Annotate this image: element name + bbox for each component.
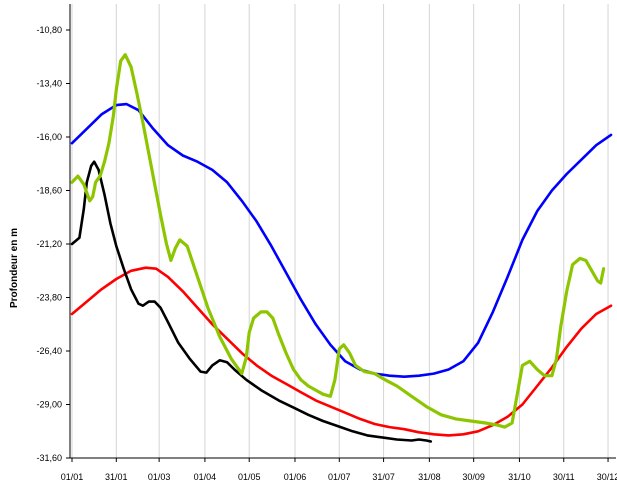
series-line-3 (70, 160, 433, 443)
x-tick-label: 01/05 (238, 472, 261, 482)
x-tick-label: 01/04 (194, 472, 217, 482)
y-tick-label: -13,40 (36, 79, 62, 89)
y-tick-label: -10,80 (36, 25, 62, 35)
x-tick-label: 31/10 (508, 472, 531, 482)
y-tick-label: -29,00 (36, 400, 62, 410)
x-tick-label: 31/08 (418, 472, 441, 482)
x-tick-label: 01/03 (148, 472, 171, 482)
grid-layer (71, 4, 609, 458)
x-tick-label: 31/01 (105, 472, 128, 482)
x-tick-label: 30/12 (597, 472, 617, 482)
series-layer (70, 53, 613, 443)
y-tick-label: -23,80 (36, 293, 62, 303)
x-tick-label: 30/11 (553, 472, 575, 482)
y-tick-label: -18,60 (36, 186, 62, 196)
y-tick-label: -26,40 (36, 346, 62, 356)
x-tick-label: 01/06 (284, 472, 307, 482)
series-line-1 (70, 102, 613, 378)
y-tick-label: -21,20 (36, 239, 62, 249)
x-tick-label: 30/09 (462, 472, 485, 482)
y-tick-label: -16,00 (36, 132, 62, 142)
x-tick-label: 01/07 (328, 472, 351, 482)
labels-layer: Profondeur en m (9, 228, 20, 308)
series-line-2 (70, 266, 613, 437)
axes-layer: -10,80 -13,40 -16,00 -18,60 -21,20 -23,80 -26,… (36, 4, 617, 482)
y-tick-label: -31,60 (36, 453, 62, 463)
series-line-4 (70, 53, 606, 429)
y-axis-label: Profondeur en m (9, 228, 20, 308)
x-tick-label: 31/07 (372, 472, 395, 482)
x-tick-label: 01/01 (61, 472, 84, 482)
